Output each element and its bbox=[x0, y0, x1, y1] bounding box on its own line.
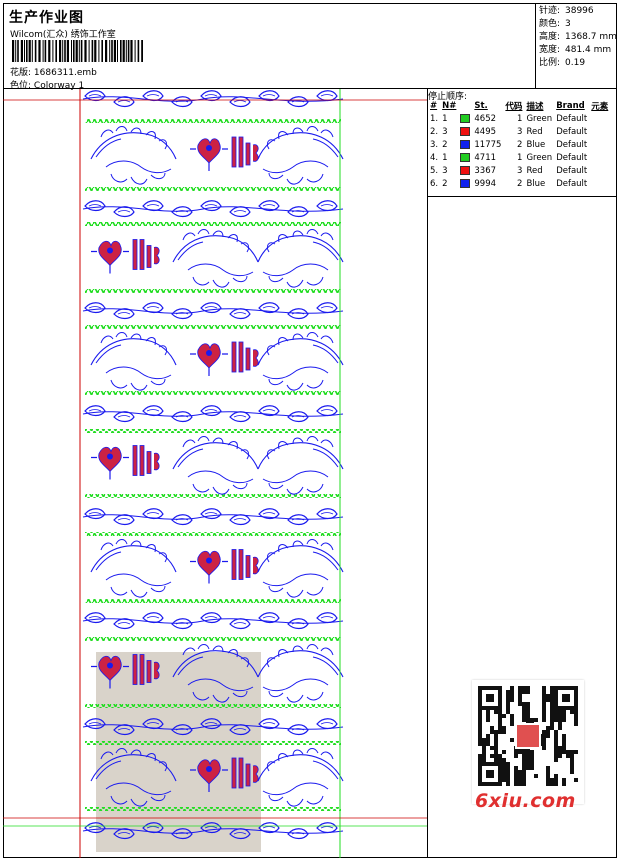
colorway-label: 色位: bbox=[10, 81, 32, 91]
colorway-line: 色位: Colorway 1 bbox=[10, 78, 84, 91]
stat-height: 高度: 1368.7 mm bbox=[539, 32, 617, 42]
row-code: 2 bbox=[517, 178, 523, 189]
sequence-header: # N# St. 代码 描述 Brand 元素 bbox=[428, 100, 610, 112]
row-needle: 1 bbox=[442, 152, 448, 163]
sequence-row: 2. 3 4495 3 Red Default bbox=[428, 125, 610, 138]
stats-panel: 针迹: 38996 颜色: 3 高度: 1368.7 mm 宽度: 481.4 mm 比… bbox=[536, 3, 617, 89]
row-stitches: 11775 bbox=[474, 139, 502, 150]
col-element: 元素 bbox=[591, 102, 609, 112]
col-description: 描述 bbox=[526, 102, 544, 112]
row-description: Blue bbox=[526, 178, 546, 189]
sequence-divider bbox=[428, 196, 617, 197]
row-needle: 1 bbox=[442, 113, 448, 124]
row-brand: Default bbox=[556, 152, 588, 163]
row-swatch bbox=[458, 151, 472, 164]
stat-colors: 颜色: 3 bbox=[539, 19, 571, 29]
row-stitches: 4652 bbox=[474, 113, 497, 124]
row-index: 3. bbox=[430, 139, 439, 150]
row-swatch bbox=[458, 112, 472, 125]
sequence-row: 6. 2 9994 2 Blue Default bbox=[428, 177, 610, 190]
row-description: Green bbox=[526, 152, 553, 163]
row-swatch bbox=[458, 177, 472, 190]
colorway-value: Colorway 1 bbox=[33, 81, 85, 91]
sheet-frame bbox=[3, 3, 617, 858]
col-index: # bbox=[430, 101, 438, 111]
color-swatch bbox=[460, 126, 471, 136]
row-stitches: 4495 bbox=[474, 126, 497, 137]
sequence-table: # N# St. 代码 描述 Brand 元素 1. 1 4652 1 Green Def… bbox=[428, 100, 610, 190]
row-swatch bbox=[458, 164, 472, 177]
row-index: 1. bbox=[430, 113, 439, 124]
row-description: Red bbox=[526, 165, 543, 176]
row-needle: 2 bbox=[442, 178, 448, 189]
stat-scale: 比例: 0.19 bbox=[539, 58, 586, 68]
col-needle: N# bbox=[442, 101, 457, 111]
sequence-panel: 停止顺序: # N# St. 代码 描述 Brand 元素 1. 1 4652 1 Gr… bbox=[428, 89, 617, 858]
row-index: 6. bbox=[430, 178, 439, 189]
col-brand: Brand bbox=[556, 101, 585, 111]
embroidery-design bbox=[3, 89, 427, 858]
page-title: 生产作业图 bbox=[9, 10, 84, 26]
row-brand: Default bbox=[556, 139, 588, 150]
barcode bbox=[12, 40, 143, 62]
row-brand: Default bbox=[556, 126, 588, 137]
row-code: 2 bbox=[517, 139, 523, 150]
row-element bbox=[589, 138, 610, 151]
sequence-row: 5. 3 3367 3 Red Default bbox=[428, 164, 610, 177]
row-description: Red bbox=[526, 126, 543, 137]
row-brand: Default bbox=[556, 165, 588, 176]
embroidery-preview bbox=[3, 89, 428, 858]
row-description: Green bbox=[526, 113, 553, 124]
design-label: 花版: bbox=[10, 68, 32, 78]
row-index: 5. bbox=[430, 165, 439, 176]
sequence-row: 1. 1 4652 1 Green Default bbox=[428, 112, 610, 125]
watermark-logo: 6xiu.com bbox=[475, 790, 576, 812]
color-swatch bbox=[460, 165, 471, 175]
row-element bbox=[589, 177, 610, 190]
row-stitches: 9994 bbox=[474, 178, 497, 189]
row-needle: 2 bbox=[442, 139, 448, 150]
col-code: 代码 bbox=[505, 102, 523, 112]
row-element bbox=[589, 151, 610, 164]
header-panel: 生产作业图 Wilcom(汇众) 绣饰工作室 花版: 1686311.emb 色… bbox=[3, 3, 536, 91]
row-needle: 3 bbox=[442, 126, 448, 137]
row-code: 3 bbox=[517, 165, 523, 176]
col-swatch bbox=[458, 100, 472, 112]
row-code: 3 bbox=[517, 126, 523, 137]
qr-code bbox=[472, 680, 584, 804]
color-swatch bbox=[460, 139, 471, 149]
row-stitches: 4711 bbox=[474, 152, 497, 163]
row-element bbox=[589, 164, 610, 177]
row-element bbox=[589, 112, 610, 125]
color-swatch bbox=[460, 152, 471, 162]
sequence-row: 4. 1 4711 1 Green Default bbox=[428, 151, 610, 164]
color-swatch bbox=[460, 178, 471, 188]
row-stitches: 3367 bbox=[474, 165, 497, 176]
row-description: Blue bbox=[526, 139, 546, 150]
row-code: 1 bbox=[517, 113, 523, 124]
row-swatch bbox=[458, 138, 472, 151]
row-code: 1 bbox=[517, 152, 523, 163]
row-swatch bbox=[458, 125, 472, 138]
col-stitches: St. bbox=[474, 101, 488, 111]
row-element bbox=[589, 125, 610, 138]
sequence-title: 停止顺序: bbox=[428, 92, 468, 102]
row-brand: Default bbox=[556, 113, 588, 124]
sequence-row: 3. 2 11775 2 Blue Default bbox=[428, 138, 610, 151]
color-swatch bbox=[460, 113, 471, 123]
company-name: Wilcom(汇众) 绣饰工作室 bbox=[10, 30, 116, 40]
row-index: 4. bbox=[430, 152, 439, 163]
design-line: 花版: 1686311.emb bbox=[10, 65, 97, 78]
design-value: 1686311.emb bbox=[33, 68, 97, 78]
row-index: 2. bbox=[430, 126, 439, 137]
row-brand: Default bbox=[556, 178, 588, 189]
stat-stitches: 针迹: 38996 bbox=[539, 6, 594, 16]
row-needle: 3 bbox=[442, 165, 448, 176]
stat-width: 宽度: 481.4 mm bbox=[539, 45, 612, 55]
